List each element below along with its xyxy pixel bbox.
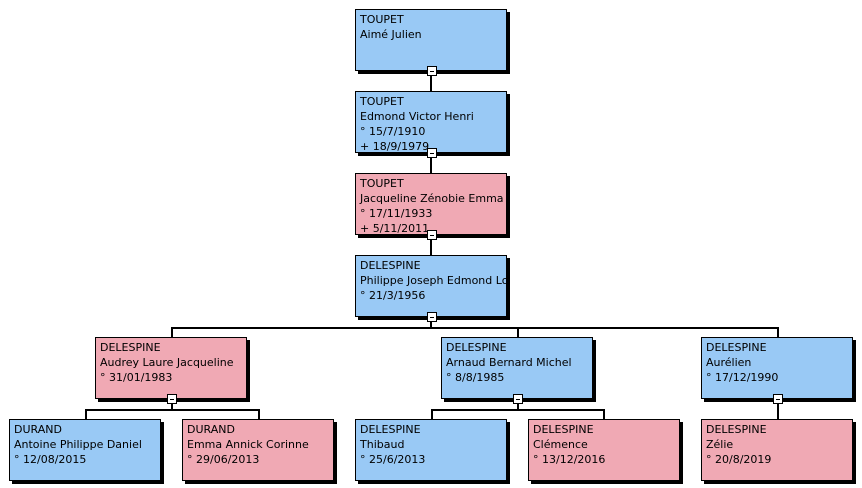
person-box[interactable]: DELESPINE Audrey Laure Jacqueline ° 31/01/…: [95, 337, 247, 399]
given-names: Audrey Laure Jacqueline: [100, 356, 234, 369]
surname: DELESPINE: [360, 423, 421, 436]
date: ° 15/7/1910: [360, 125, 426, 138]
given-names: Aimé Julien: [360, 28, 422, 41]
person-box[interactable]: DURAND Emma Annick Corinne ° 29/06/2013: [182, 419, 334, 481]
person-box[interactable]: DELESPINE Clémence ° 13/12/2016: [528, 419, 680, 481]
given-names: Zélie: [706, 438, 734, 451]
surname: DELESPINE: [446, 341, 507, 354]
given-names: Arnaud Bernard Michel: [446, 356, 572, 369]
surname: DURAND: [187, 423, 235, 436]
person-box[interactable]: DELESPINE Zélie ° 20/8/2019: [701, 419, 853, 481]
date: + 18/9/1979: [360, 140, 430, 153]
person-box[interactable]: TOUPET Edmond Victor Henri ° 15/7/1910 + 18…: [355, 91, 507, 153]
given-names: Edmond Victor Henri: [360, 110, 474, 123]
surname: DELESPINE: [706, 341, 767, 354]
given-names: Thibaud: [360, 438, 405, 451]
collapse-toggle[interactable]: [167, 394, 177, 404]
surname: TOUPET: [360, 13, 404, 26]
date: + 5/11/2011: [360, 222, 430, 235]
collapse-toggle[interactable]: [427, 66, 437, 76]
date: ° 20/8/2019: [706, 453, 772, 466]
person-box[interactable]: DELESPINE Thibaud ° 25/6/2013: [355, 419, 507, 481]
surname: DELESPINE: [100, 341, 161, 354]
date: ° 31/01/1983: [100, 371, 173, 384]
collapse-toggle[interactable]: [427, 148, 437, 158]
person-box[interactable]: TOUPET Aimé Julien: [355, 9, 507, 71]
given-names: Clémence: [533, 438, 588, 451]
given-names: Aurélien: [706, 356, 752, 369]
surname: DELESPINE: [706, 423, 767, 436]
date: ° 25/6/2013: [360, 453, 426, 466]
date: ° 17/12/1990: [706, 371, 779, 384]
given-names: Jacqueline Zénobie Emma: [360, 192, 504, 205]
collapse-toggle[interactable]: [427, 230, 437, 240]
person-box[interactable]: DURAND Antoine Philippe Daniel ° 12/08/201…: [9, 419, 161, 481]
collapse-toggle[interactable]: [773, 394, 783, 404]
surname: DELESPINE: [360, 259, 421, 272]
collapse-toggle[interactable]: [513, 394, 523, 404]
surname: DURAND: [14, 423, 62, 436]
given-names: Philippe Joseph Edmond Lo: [360, 274, 507, 287]
surname: DELESPINE: [533, 423, 594, 436]
date: ° 13/12/2016: [533, 453, 606, 466]
collapse-toggle[interactable]: [427, 312, 437, 322]
date: ° 21/3/1956: [360, 289, 426, 302]
date: ° 17/11/1933: [360, 207, 433, 220]
given-names: Antoine Philippe Daniel: [14, 438, 142, 451]
person-box[interactable]: TOUPET Jacqueline Zénobie Emma ° 17/11/193…: [355, 173, 507, 235]
person-box[interactable]: DELESPINE Aurélien ° 17/12/1990: [701, 337, 853, 399]
surname: TOUPET: [360, 177, 404, 190]
surname: TOUPET: [360, 95, 404, 108]
person-box[interactable]: DELESPINE Philippe Joseph Edmond Lo ° 21/3…: [355, 255, 507, 317]
date: ° 29/06/2013: [187, 453, 260, 466]
date: ° 12/08/2015: [14, 453, 87, 466]
person-box[interactable]: DELESPINE Arnaud Bernard Michel ° 8/8/1985: [441, 337, 593, 399]
date: ° 8/8/1985: [446, 371, 505, 384]
given-names: Emma Annick Corinne: [187, 438, 309, 451]
